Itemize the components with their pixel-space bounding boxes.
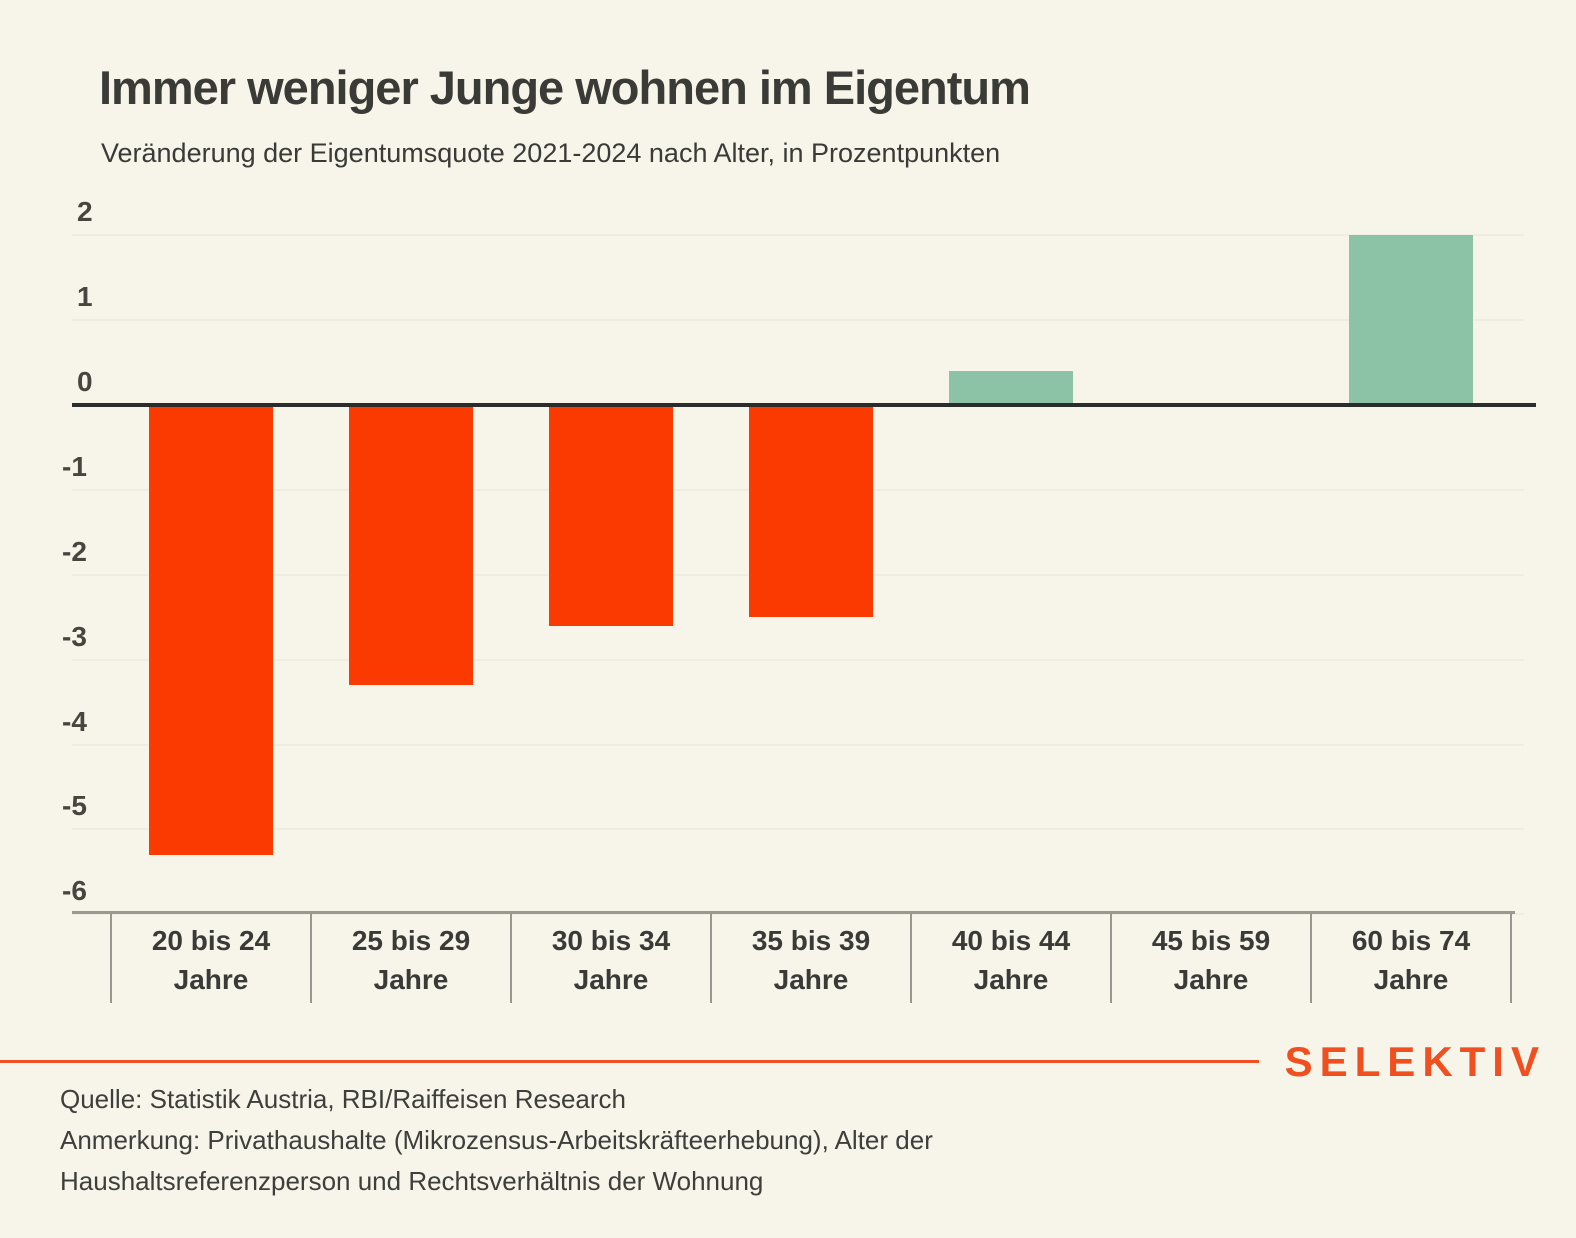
gridline [72, 913, 1524, 916]
gridline [72, 743, 1524, 746]
y-tick-label: -3 [62, 620, 87, 652]
category-label: 30 bis 34 Jahre [511, 912, 711, 1008]
category-separator [1110, 913, 1112, 1003]
category-label: 35 bis 39 Jahre [711, 912, 911, 1008]
bar [749, 405, 873, 618]
y-tick-label: -1 [62, 450, 87, 482]
note-text-line1: Anmerkung: Privathaushalte (Mikrozensus-… [60, 1125, 933, 1155]
bar [949, 371, 1073, 405]
bar [1349, 235, 1473, 405]
y-tick-label: 2 [77, 196, 93, 228]
category-label-suffix: Jahre [1373, 964, 1449, 995]
source-text: Quelle: Statistik Austria, RBI/Raiffeise… [60, 1084, 626, 1114]
category-label-suffix: Jahre [173, 964, 249, 995]
category-label: 60 bis 74 Jahre [1311, 912, 1511, 1008]
y-tick-label: -2 [62, 535, 87, 567]
chart-subtitle: Veränderung der Eigentumsquote 2021-2024… [101, 138, 1001, 168]
gridline [72, 828, 1524, 831]
category-label-range: 35 bis 39 [751, 925, 871, 956]
category-label-range: 25 bis 29 [351, 925, 471, 956]
category-label-range: 30 bis 34 [551, 925, 671, 956]
bar [149, 405, 273, 855]
gridline [72, 234, 1524, 237]
brand-logo: SELEKTIV [1284, 1038, 1546, 1085]
category-label-range: 20 bis 24 [151, 925, 271, 956]
category-label-suffix: Jahre [973, 964, 1049, 995]
category-label-suffix: Jahre [573, 964, 649, 995]
gridline [72, 319, 1524, 322]
bar [349, 405, 473, 686]
category-label-range: 60 bis 74 [1351, 925, 1471, 956]
y-tick-label: -5 [62, 790, 87, 822]
category-separator [510, 913, 512, 1003]
category-separator [710, 913, 712, 1003]
category-separator [310, 913, 312, 1003]
y-tick-label: 1 [77, 281, 93, 313]
y-tick-label: 0 [77, 366, 93, 397]
note-text-line2: Haushaltsreferenzperson und Rechtsverhäl… [60, 1166, 764, 1196]
category-separator [1510, 913, 1512, 1003]
x-axis-line [72, 911, 1515, 914]
bar [549, 405, 673, 626]
zero-baseline [72, 403, 1536, 407]
gridline [72, 658, 1524, 661]
category-separator [910, 913, 912, 1003]
category-label-suffix: Jahre [1173, 964, 1249, 995]
y-tick-label: -4 [62, 705, 87, 737]
category-label-suffix: Jahre [773, 964, 849, 995]
category-separator [110, 913, 112, 1003]
category-label-range: 45 bis 59 [1151, 925, 1271, 956]
category-separator [1310, 913, 1312, 1003]
y-tick-label: -6 [62, 875, 87, 907]
category-label: 40 bis 44 Jahre [911, 912, 1111, 1008]
category-label: 25 bis 29 Jahre [311, 912, 511, 1008]
category-label: 20 bis 24 Jahre [111, 912, 311, 1008]
brand-rule [0, 1060, 1259, 1063]
category-label: 45 bis 59 Jahre [1111, 912, 1311, 1008]
category-label-suffix: Jahre [373, 964, 449, 995]
chart-title: Immer weniger Junge wohnen im Eigentum [99, 61, 1031, 114]
category-label-range: 40 bis 44 [951, 925, 1071, 956]
